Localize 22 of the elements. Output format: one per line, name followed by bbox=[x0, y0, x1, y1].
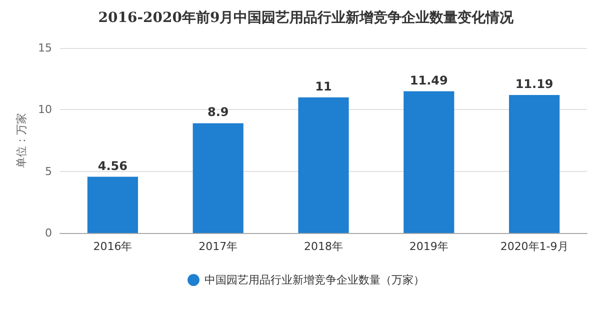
bar bbox=[404, 91, 454, 233]
y-tick-label: 10 bbox=[38, 103, 52, 116]
x-tick-label: 2018年 bbox=[304, 240, 343, 253]
bar bbox=[87, 176, 138, 233]
y-tick-label: 15 bbox=[38, 42, 52, 54]
data-label: 4.56 bbox=[98, 158, 128, 173]
y-tick-label: 5 bbox=[45, 164, 52, 178]
data-label: 11.49 bbox=[410, 73, 448, 88]
chart-title: 2016-2020年前9月中国园艺用品行业新增竞争企业数量变化情况 bbox=[98, 9, 515, 26]
bar bbox=[192, 123, 244, 233]
x-tick-label: 2020年1-9月 bbox=[500, 240, 568, 253]
data-label: 11.19 bbox=[515, 76, 554, 91]
y-axis-title: 单位：万家 bbox=[15, 113, 28, 168]
data-label: 8.9 bbox=[207, 105, 229, 120]
y-tick-label: 0 bbox=[45, 226, 52, 240]
data-label: 11 bbox=[315, 79, 332, 94]
x-tick-label: 2019年 bbox=[409, 240, 448, 253]
legend-label: 中国园艺用品行业新增竞争企业数量（万家） bbox=[204, 274, 424, 286]
bar bbox=[298, 97, 349, 233]
x-tick-label: 2016年 bbox=[93, 240, 132, 253]
bar bbox=[509, 94, 560, 233]
x-tick-label: 2017年 bbox=[198, 240, 238, 253]
